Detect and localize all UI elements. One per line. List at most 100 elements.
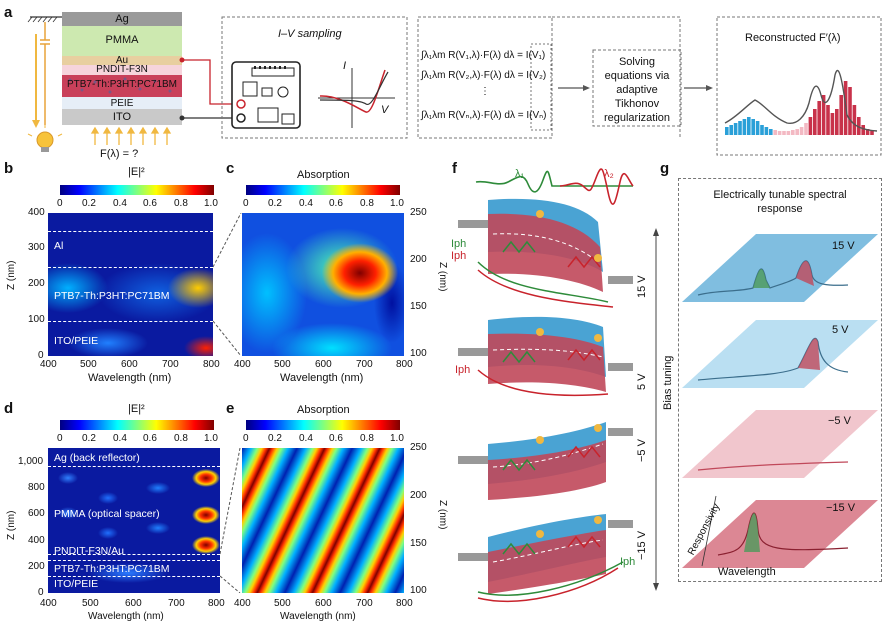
panel-label-b: b bbox=[4, 160, 14, 177]
layer-au: Au bbox=[115, 55, 129, 66]
reconstructed-bar bbox=[725, 127, 729, 135]
panel-label-f: f bbox=[452, 160, 457, 177]
e-x-tick-600: 600 bbox=[315, 598, 332, 609]
g-volt-neg5: −5 V bbox=[828, 415, 851, 427]
c-cb-tick-0: 0 bbox=[243, 198, 249, 209]
d-y-tick-1000: 1,000 bbox=[18, 456, 44, 467]
b-x-tick-700: 700 bbox=[162, 359, 179, 370]
reconstructed-bar bbox=[835, 109, 839, 135]
d-x-tick-400: 400 bbox=[40, 598, 57, 609]
b-cb-tick-5: 1.0 bbox=[204, 198, 218, 209]
e-xlabel: Wavelength (nm) bbox=[280, 611, 356, 622]
b-cb-tick-2: 0.4 bbox=[113, 198, 127, 209]
c-cb-tick-4: 0.8 bbox=[360, 198, 374, 209]
flux-label: F(λ) = ? bbox=[100, 148, 139, 160]
e-cb-tick-5: 1.0 bbox=[390, 433, 404, 444]
d-y-tick-400: 400 bbox=[28, 535, 45, 546]
reconstructed-bar bbox=[747, 117, 751, 135]
reconstructed-bar bbox=[795, 129, 799, 135]
d-region-active: PTB7-Th:P3HT:PC71BM bbox=[54, 563, 170, 575]
equation-row-1: ∫λ₁λm R(V₁,λ)·F(λ) dλ = I(V₁) bbox=[421, 50, 546, 61]
b-x-tick-600: 600 bbox=[121, 359, 138, 370]
reconstructed-spectrum bbox=[724, 69, 878, 135]
g-frame bbox=[678, 178, 882, 582]
panel-label-e: e bbox=[226, 400, 235, 417]
reconstructed-bar bbox=[733, 123, 738, 135]
panel-label-c: c bbox=[226, 160, 235, 177]
b-x-tick-800: 800 bbox=[203, 359, 220, 370]
e-cb-tick-3: 0.6 bbox=[329, 433, 343, 444]
c-y-tick-150: 150 bbox=[410, 301, 427, 312]
panel-g-graphics bbox=[682, 234, 878, 568]
e-y-tick-200: 200 bbox=[410, 490, 427, 501]
d-e-connector bbox=[220, 448, 241, 593]
e-cb-tick-2: 0.4 bbox=[299, 433, 313, 444]
c-xlabel: Wavelength (nm) bbox=[280, 372, 364, 384]
e-colorbar-title: Absorption bbox=[297, 404, 350, 416]
d-region-pmma: PMMA (optical spacer) bbox=[54, 508, 160, 520]
d-cb-tick-5: 1.0 bbox=[204, 433, 218, 444]
reconstructed-bar bbox=[764, 127, 769, 135]
b-heatmap bbox=[48, 213, 213, 356]
reconstructed-bar bbox=[773, 130, 777, 135]
reconstructed-bar bbox=[782, 131, 786, 135]
g-title: Electrically tunable spectral response bbox=[713, 189, 847, 215]
d-y-tick-0: 0 bbox=[38, 587, 44, 598]
d-ylabel: Z (nm) bbox=[6, 510, 17, 540]
b-ylabel: Z (nm) bbox=[6, 260, 17, 290]
e-y-tick-100: 100 bbox=[410, 585, 427, 596]
iv-i-axis: I bbox=[343, 60, 347, 72]
b-region-ito: ITO/PEIE bbox=[54, 335, 99, 347]
panel-f-graphics bbox=[458, 168, 659, 602]
e-cb-tick-1: 0.2 bbox=[268, 433, 282, 444]
b-colorbar bbox=[60, 185, 214, 195]
c-colorbar bbox=[246, 185, 400, 195]
e-y-tick-250: 250 bbox=[410, 442, 427, 453]
reconstructed-bar bbox=[738, 121, 742, 135]
reconstructed-bar bbox=[830, 113, 835, 135]
f-volt-15: 15 V bbox=[636, 275, 648, 298]
b-c-connector bbox=[213, 213, 242, 356]
b-y-tick-200: 200 bbox=[28, 278, 45, 289]
layer-ag: Ag bbox=[115, 13, 129, 25]
reconstructed-bar bbox=[826, 105, 830, 135]
d-x-tick-500: 500 bbox=[82, 598, 99, 609]
e-cb-tick-4: 0.8 bbox=[360, 433, 374, 444]
d-xlabel: Wavelength (nm) bbox=[88, 611, 164, 622]
reconstructed-bar bbox=[861, 125, 865, 135]
layer-ito: ITO bbox=[112, 111, 132, 123]
reconstructed-bar bbox=[729, 125, 733, 135]
equation-row-n: ∫λ₁λm R(Vₙ,λ)·F(λ) dλ = I(Vₙ) bbox=[421, 110, 547, 121]
g-volt-neg15: −15 V bbox=[826, 502, 856, 514]
c-x-tick-600: 600 bbox=[315, 359, 332, 370]
d-colorbar-title: |E|² bbox=[128, 403, 145, 415]
d-cb-tick-0: 0 bbox=[57, 433, 63, 444]
c-y-tick-100: 100 bbox=[410, 348, 427, 359]
c-y-tick-250: 250 bbox=[410, 207, 427, 218]
f-lambda1: λ₁ bbox=[515, 168, 525, 180]
reconstructed-bar bbox=[742, 119, 747, 135]
reconstructed-bar bbox=[755, 121, 760, 135]
c-cb-tick-1: 0.2 bbox=[268, 198, 282, 209]
panel-a-graphics bbox=[27, 12, 882, 156]
d-x-tick-600: 600 bbox=[125, 598, 142, 609]
reconstructed-bar bbox=[817, 101, 821, 135]
e-x-tick-800: 800 bbox=[396, 598, 413, 609]
f-volt-5: 5 V bbox=[636, 373, 648, 390]
d-y-tick-800: 800 bbox=[28, 482, 45, 493]
b-xlabel: Wavelength (nm) bbox=[88, 372, 172, 384]
e-x-tick-400: 400 bbox=[234, 598, 251, 609]
d-x-tick-800: 800 bbox=[208, 598, 225, 609]
g-volt-5: 5 V bbox=[832, 324, 849, 336]
d-heatmap bbox=[48, 448, 220, 593]
b-colorbar-title: |E|² bbox=[128, 166, 145, 178]
d-region-ito: ITO/PEIE bbox=[54, 578, 99, 590]
reconstructed-bar bbox=[751, 119, 755, 135]
e-x-tick-700: 700 bbox=[356, 598, 373, 609]
sampling-title: I–V sampling bbox=[278, 28, 342, 40]
c-x-tick-700: 700 bbox=[356, 359, 373, 370]
reconstructed-bar bbox=[865, 129, 870, 135]
c-cb-tick-3: 0.6 bbox=[329, 198, 343, 209]
c-colorbar-title: Absorption bbox=[297, 169, 350, 181]
reconstructed-bar bbox=[813, 109, 817, 135]
